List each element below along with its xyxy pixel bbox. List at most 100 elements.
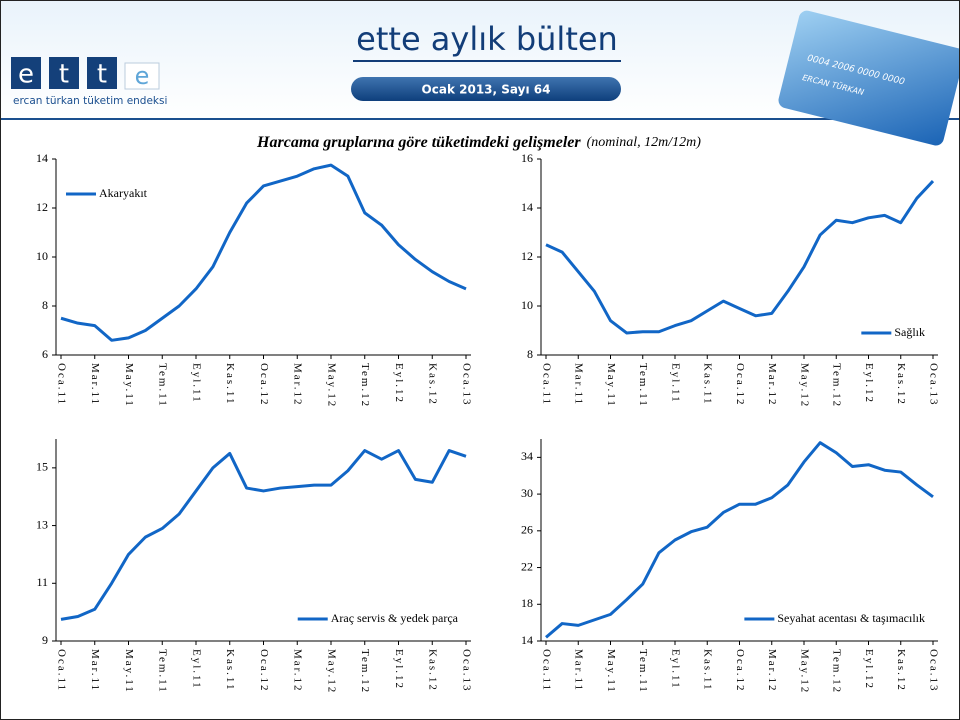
- series-line: [60, 449, 467, 621]
- x-tick-label: May.12: [798, 649, 810, 694]
- y-tick-label: 16: [521, 151, 533, 165]
- x-tick-label: Mar.11: [573, 649, 585, 692]
- y-tick-label: 15: [36, 460, 48, 474]
- y-tick-label: 9: [42, 633, 48, 647]
- logo-box: [11, 57, 41, 89]
- x-tick-label: Oca.12: [734, 649, 746, 692]
- x-tick-label: Kas.11: [702, 363, 714, 405]
- logo-letter: t: [59, 60, 69, 90]
- y-tick-label: 26: [521, 523, 533, 537]
- figure-subtitle: (nominal, 12m/12m): [587, 135, 702, 150]
- x-tick-label: Eyl.11: [669, 649, 681, 690]
- x-tick-label: Oca.12: [258, 649, 270, 692]
- series-line: [545, 180, 935, 335]
- y-tick-label: 11: [36, 575, 48, 589]
- legend-label: Seyahat acentası & taşımacılık: [777, 611, 925, 625]
- y-tick-label: 6: [42, 347, 48, 361]
- x-tick-label: Kas.12: [427, 363, 439, 406]
- x-tick-label: Oca.12: [258, 363, 270, 406]
- x-tick-label: Mar.11: [573, 363, 585, 406]
- x-tick-label: Mar.12: [292, 649, 304, 692]
- x-tick-label: May.12: [325, 649, 337, 694]
- x-tick-label: Eyl.11: [190, 649, 202, 690]
- series-line: [60, 163, 467, 342]
- y-tick-label: 10: [36, 249, 48, 263]
- x-tick-label: May.11: [605, 649, 617, 694]
- logo-letter: e: [18, 60, 34, 90]
- figure-title: Harcama gruplarına göre tüketimdeki geli…: [256, 134, 701, 151]
- y-tick-label: 22: [521, 559, 533, 573]
- x-tick-label: Eyl.11: [669, 363, 681, 404]
- y-tick-label: 34: [521, 449, 533, 463]
- legend-label: Sağlık: [894, 325, 925, 339]
- x-tick-label: Eyl.12: [393, 649, 405, 690]
- x-tick-label: Mar.12: [766, 363, 778, 406]
- y-tick-label: 30: [521, 486, 533, 500]
- x-tick-label: Tem.11: [637, 363, 649, 408]
- figure-title-main: Harcama gruplarına göre tüketimdeki geli…: [256, 134, 581, 151]
- logo-box: [87, 57, 117, 89]
- x-tick-label: Mar.12: [292, 363, 304, 406]
- bulletin-title: ette aylık bülten: [356, 20, 618, 58]
- x-tick-label: Tem.11: [637, 649, 649, 694]
- x-tick-label: Oca.13: [927, 649, 939, 692]
- x-tick-label: Eyl.12: [863, 649, 875, 690]
- x-tick-label: Oca.11: [540, 649, 552, 692]
- y-tick-label: 14: [521, 633, 533, 647]
- y-tick-label: 12: [521, 249, 533, 263]
- x-tick-label: Eyl.11: [190, 363, 202, 404]
- x-tick-label: Oca.12: [734, 363, 746, 406]
- x-tick-label: Kas.12: [427, 649, 439, 692]
- x-tick-label: May.11: [605, 363, 617, 408]
- x-tick-label: May.11: [123, 363, 135, 408]
- x-tick-label: Mar.11: [89, 649, 101, 692]
- y-tick-label: 14: [36, 151, 48, 165]
- logo-letter: t: [97, 60, 107, 90]
- y-tick-label: 12: [36, 200, 48, 214]
- card-image: 0004 2006 0000 0000 ERCAN TÜRKAN: [778, 10, 959, 146]
- y-tick-label: 10: [521, 298, 533, 312]
- x-tick-label: Eyl.12: [863, 363, 875, 404]
- y-tick-label: 14: [521, 200, 533, 214]
- x-tick-label: Kas.11: [702, 649, 714, 691]
- x-tick-label: Kas.12: [895, 649, 907, 692]
- logo-box: [49, 57, 79, 89]
- x-tick-label: Kas.11: [224, 363, 236, 405]
- x-tick-label: Tem.11: [157, 649, 169, 694]
- x-tick-label: Tem.12: [831, 649, 843, 694]
- x-tick-label: Kas.11: [224, 649, 236, 691]
- x-tick-label: Tem.12: [359, 363, 371, 408]
- issue-pill: [351, 77, 621, 101]
- x-tick-label: Oca.13: [927, 363, 939, 406]
- x-tick-label: Oca.11: [540, 363, 552, 406]
- x-tick-label: Mar.12: [766, 649, 778, 692]
- legend-label: Akaryakıt: [99, 186, 148, 200]
- x-tick-label: May.12: [325, 363, 337, 408]
- x-tick-label: Tem.12: [359, 649, 371, 694]
- x-tick-label: Oca.11: [55, 363, 67, 406]
- x-tick-label: Oca.11: [55, 649, 67, 692]
- x-tick-label: Tem.11: [157, 363, 169, 408]
- series-line: [545, 441, 934, 639]
- x-tick-label: Eyl.12: [393, 363, 405, 404]
- x-tick-label: Mar.11: [89, 363, 101, 406]
- x-tick-label: Oca.13: [460, 363, 472, 406]
- logo-letter: e: [135, 62, 150, 90]
- x-tick-label: Kas.12: [895, 363, 907, 406]
- logo-caption: ercan türkan tüketim endeksi: [13, 95, 167, 107]
- y-tick-label: 8: [42, 298, 48, 312]
- x-tick-label: Oca.13: [460, 649, 472, 692]
- x-tick-label: May.12: [798, 363, 810, 408]
- x-tick-label: May.11: [123, 649, 135, 694]
- issue: Ocak 2013, Sayı 64: [422, 83, 551, 97]
- y-tick-label: 18: [521, 596, 533, 610]
- logo: e t t e ercan türkan tüketim endeksi: [11, 57, 167, 107]
- logo-box: [124, 62, 160, 90]
- y-tick-label: 13: [36, 517, 48, 531]
- card: [778, 10, 959, 146]
- x-tick-label: Tem.12: [831, 363, 843, 408]
- legend-label: Araç servis & yedek parça: [331, 611, 459, 625]
- y-tick-label: 8: [527, 347, 533, 361]
